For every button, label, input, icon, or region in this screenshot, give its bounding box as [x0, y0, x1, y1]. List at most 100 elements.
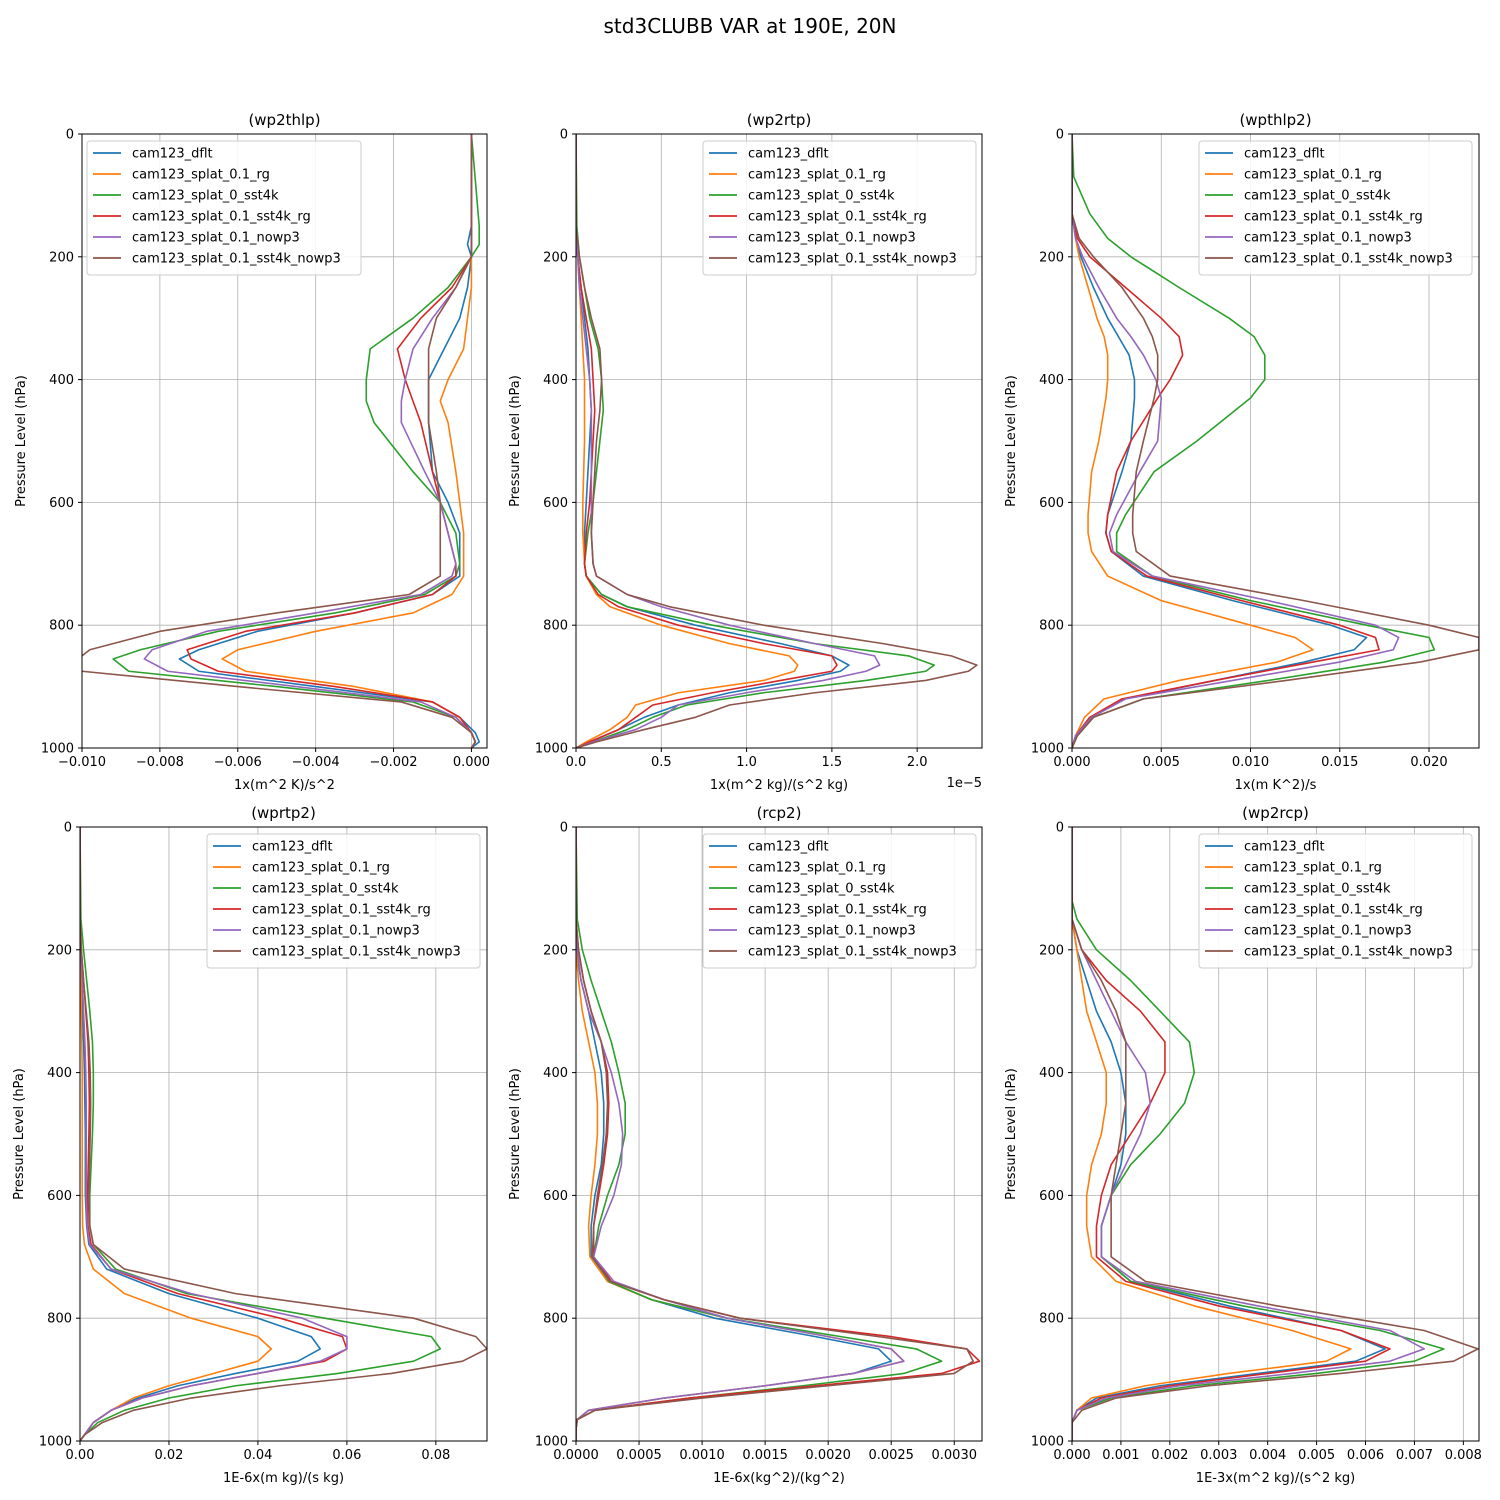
y-tick-label: 1000 — [1031, 1435, 1064, 1450]
legend-label: cam123_splat_0.1_rg — [1244, 168, 1382, 183]
y-tick-label: 0 — [1056, 128, 1064, 143]
series-line-cam123_splat_0.1_nowp3 — [576, 827, 905, 1441]
x-tick-label: 0.06 — [332, 1448, 361, 1463]
series-line-cam123_splat_0.1_sst4k_nowp3 — [1072, 827, 1479, 1441]
y-axis-label: Pressure Level (hPa) — [14, 375, 29, 507]
x-tick-label: 0.002 — [1151, 1448, 1188, 1463]
series-line-cam123_splat_0.1_nowp3 — [1072, 134, 1400, 748]
legend-label: cam123_splat_0.1_sst4k_nowp3 — [1244, 252, 1453, 267]
series-line-cam123_splat_0.1_rg — [80, 827, 273, 1441]
legend-label: cam123_splat_0.1_rg — [748, 861, 886, 876]
x-axis-label: 1E-3x(m^2 kg)/(s^2 kg) — [1196, 1471, 1355, 1486]
x-tick-label: 0.004 — [1249, 1448, 1286, 1463]
series-group — [82, 134, 481, 748]
x-tick-label: 0.006 — [1347, 1448, 1384, 1463]
y-axis-label: Pressure Level (hPa) — [508, 375, 523, 507]
y-tick-label: 600 — [47, 1189, 72, 1204]
x-tick-label: 0.000 — [453, 755, 490, 770]
x-tick-label: 0.005 — [1298, 1448, 1335, 1463]
legend-label: cam123_splat_0_sst4k — [748, 189, 895, 204]
panel-title: (rcp2) — [757, 804, 802, 822]
legend-box — [206, 833, 481, 969]
x-tick-label: 0.0015 — [742, 1448, 788, 1463]
y-tick-label: 0 — [1056, 821, 1064, 836]
x-tick-label: 0.0 — [566, 755, 587, 770]
x-tick-label: 0.015 — [1321, 755, 1358, 770]
y-tick-label: 600 — [543, 1189, 568, 1204]
y-tick-label: 600 — [49, 496, 74, 511]
axes-frame — [81, 133, 488, 749]
legend-label: cam123_dflt — [748, 840, 829, 855]
y-tick-label: 1000 — [535, 1435, 568, 1450]
x-axis-label: 1x(m K^2)/s — [1235, 778, 1317, 793]
y-axis-label: Pressure Level (hPa) — [508, 1068, 523, 1200]
y-tick-label: 200 — [47, 943, 72, 958]
x-tick-label: 0.003 — [1200, 1448, 1237, 1463]
x-tick-label: −0.002 — [369, 755, 417, 770]
series-line-cam123_splat_0.1_sst4k_rg — [576, 134, 838, 748]
x-tick-label: 0.000 — [1053, 755, 1090, 770]
series-line-cam123_splat_0.1_rg — [576, 134, 799, 748]
y-tick-label: 200 — [1039, 943, 1064, 958]
y-axis-label: Pressure Level (hPa) — [1004, 1068, 1019, 1200]
y-tick-label: 600 — [543, 496, 568, 511]
x-offset-label: 1e−5 — [947, 776, 982, 791]
y-tick-label: 800 — [49, 619, 74, 634]
legend-label: cam123_splat_0_sst4k — [252, 882, 399, 897]
x-tick-label: 0.0000 — [553, 1448, 599, 1463]
legend-label: cam123_dflt — [1244, 147, 1325, 162]
legend-label: cam123_splat_0.1_nowp3 — [252, 924, 420, 939]
figure-title: std3CLUBB VAR at 190E, 20N — [603, 14, 897, 38]
x-tick-label: 0.04 — [243, 1448, 272, 1463]
legend-label: cam123_splat_0.1_nowp3 — [1244, 924, 1412, 939]
legend-box — [702, 140, 977, 276]
legend-label: cam123_splat_0.1_sst4k_nowp3 — [252, 945, 461, 960]
series-line-cam123_splat_0.1_rg — [1072, 134, 1314, 748]
y-tick-label: 800 — [47, 1312, 72, 1327]
y-tick-label: 200 — [543, 943, 568, 958]
legend-label: cam123_splat_0.1_sst4k_rg — [748, 210, 927, 225]
legend-label: cam123_splat_0_sst4k — [1244, 882, 1391, 897]
legend-label: cam123_splat_0.1_sst4k_nowp3 — [748, 945, 957, 960]
legend-box — [86, 140, 362, 276]
x-tick-label: 0.0020 — [805, 1448, 851, 1463]
y-tick-label: 400 — [47, 1066, 72, 1081]
legend-label: cam123_splat_0.1_sst4k_rg — [748, 903, 927, 918]
y-axis-label: Pressure Level (hPa) — [1004, 375, 1019, 507]
x-tick-label: −0.006 — [214, 755, 262, 770]
y-tick-label: 0 — [560, 128, 568, 143]
legend-label: cam123_splat_0.1_sst4k_rg — [1244, 210, 1423, 225]
axes-frame — [79, 826, 488, 1442]
x-tick-label: 0.0005 — [616, 1448, 662, 1463]
x-tick-label: 0.010 — [1232, 755, 1269, 770]
y-tick-label: 0 — [66, 128, 74, 143]
series-line-cam123_splat_0.1_sst4k_nowp3 — [80, 827, 487, 1441]
series-group — [80, 827, 487, 1441]
legend-label: cam123_splat_0.1_nowp3 — [748, 924, 916, 939]
series-line-cam123_splat_0_sst4k — [576, 134, 936, 748]
y-tick-label: 1000 — [41, 742, 74, 757]
legend-label: cam123_splat_0.1_sst4k_nowp3 — [748, 252, 957, 267]
series-group — [576, 134, 978, 748]
x-tick-label: 0.000 — [1053, 1448, 1090, 1463]
axes-frame — [1071, 826, 1480, 1442]
legend-label: cam123_splat_0.1_rg — [1244, 861, 1382, 876]
x-tick-label: 0.020 — [1410, 755, 1447, 770]
y-tick-label: 200 — [543, 250, 568, 265]
series-line-cam123_splat_0.1_sst4k_nowp3 — [576, 134, 978, 748]
legend-label: cam123_splat_0.1_rg — [748, 168, 886, 183]
legend-label: cam123_splat_0_sst4k — [132, 189, 279, 204]
legend-box — [1198, 833, 1473, 969]
legend-label: cam123_dflt — [748, 147, 829, 162]
series-line-cam123_splat_0_sst4k — [112, 134, 481, 748]
series-line-cam123_splat_0.1_sst4k_nowp3 — [576, 827, 974, 1441]
series-line-cam123_splat_0_sst4k — [80, 827, 442, 1441]
x-tick-label: −0.008 — [136, 755, 184, 770]
legend-label: cam123_splat_0.1_sst4k_nowp3 — [132, 252, 341, 267]
legend-label: cam123_splat_0_sst4k — [1244, 189, 1391, 204]
series-line-cam123_splat_0.1_nowp3 — [143, 134, 477, 748]
series-group — [1072, 827, 1479, 1441]
legend-label: cam123_splat_0.1_nowp3 — [1244, 231, 1412, 246]
x-tick-label: 0.00 — [66, 1448, 95, 1463]
